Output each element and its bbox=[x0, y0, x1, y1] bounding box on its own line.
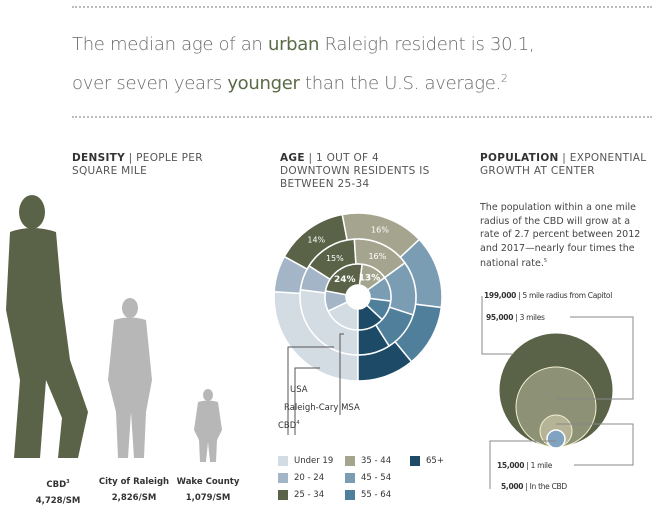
ring-label-usa: USA bbox=[290, 385, 308, 395]
age-heading: AGE | 1 OUT OF 4 DOWNTOWN RESIDENTS IS B… bbox=[280, 152, 430, 190]
age-donut-chart: 14% 16% 15% 16% 24% 13% bbox=[273, 212, 443, 435]
density-silhouettes bbox=[6, 195, 222, 462]
ring-label-cbd: CBD4 bbox=[278, 420, 300, 431]
data-label: 14% bbox=[307, 236, 325, 245]
legend-item: 35 - 44 bbox=[345, 456, 391, 466]
legend-swatch bbox=[278, 490, 288, 500]
label-5000: 5,000 | In the CBD bbox=[501, 482, 567, 491]
data-label: 24% bbox=[334, 275, 356, 285]
divider-top bbox=[72, 6, 652, 8]
legend-swatch bbox=[345, 456, 355, 466]
segment-cbd-65+ bbox=[357, 304, 384, 331]
data-label: 13% bbox=[359, 274, 381, 284]
ring-leader-lines bbox=[287, 333, 344, 435]
label-199000: 199,000 | 5 mile radius from Capitol bbox=[484, 291, 612, 300]
legend-swatch bbox=[278, 473, 288, 483]
density-raleigh: City of Raleigh 2,826/SM bbox=[98, 477, 170, 503]
legend-swatch bbox=[345, 473, 355, 483]
legend-label: Under 19 bbox=[294, 456, 334, 466]
legend-swatch bbox=[410, 456, 420, 466]
data-label: 16% bbox=[371, 225, 389, 234]
legend-label: 65+ bbox=[426, 456, 444, 466]
legend-item: 25 - 34 bbox=[278, 490, 324, 500]
legend-item: 45 - 54 bbox=[345, 473, 391, 483]
legend-label: 25 - 34 bbox=[294, 490, 325, 500]
circle-cbd bbox=[546, 429, 566, 449]
legend-item: 65+ bbox=[410, 456, 444, 466]
label-15000: 15,000 | 1 mile bbox=[497, 461, 553, 470]
cbd-person-icon bbox=[6, 195, 88, 458]
population-circles bbox=[481, 296, 634, 489]
legend-label: 55 - 64 bbox=[361, 490, 392, 500]
leader-lines bbox=[481, 296, 634, 489]
legend-item: 55 - 64 bbox=[345, 490, 391, 500]
density-cbd: CBD3 4,728/SM bbox=[35, 479, 81, 506]
density-heading: DENSITY | PEOPLE PER SQUARE MILE bbox=[72, 152, 203, 177]
data-label: 15% bbox=[326, 254, 344, 263]
legend-swatch bbox=[278, 456, 288, 466]
raleigh-person-icon bbox=[108, 298, 152, 458]
density-wake: Wake County 1,079/SM bbox=[176, 477, 240, 503]
legend-label: 35 - 44 bbox=[361, 456, 392, 466]
headline: The median age of an urban Raleigh resid… bbox=[72, 34, 535, 94]
population-description: The population within a one mile radius … bbox=[480, 202, 641, 270]
legend-item: Under 19 bbox=[278, 456, 333, 466]
wake-person-icon bbox=[194, 389, 222, 462]
population-heading: POPULATION | EXPONENTIAL GROWTH AT CENTE… bbox=[480, 152, 647, 177]
divider-bottom bbox=[72, 116, 652, 118]
legend-label: 20 - 24 bbox=[294, 473, 325, 483]
legend-swatch bbox=[345, 490, 355, 500]
ring-label-msa: Raleigh-Cary MSA bbox=[284, 403, 360, 413]
legend-label: 45 - 54 bbox=[361, 473, 392, 483]
label-95000: 95,000 | 3 miles bbox=[486, 313, 545, 322]
legend-item: 20 - 24 bbox=[278, 473, 324, 483]
data-label: 16% bbox=[368, 252, 386, 261]
